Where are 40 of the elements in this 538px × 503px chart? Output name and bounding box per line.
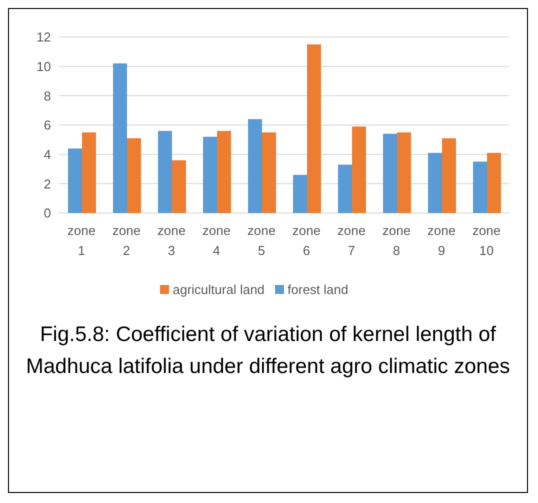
x-tick-label: zone 9 [427, 223, 456, 258]
legend-label: agricultural land [172, 282, 265, 297]
bar [442, 138, 456, 213]
bar [172, 160, 186, 213]
x-tick-label: zone 2 [112, 223, 141, 258]
bar [338, 164, 352, 213]
y-tick-label: 0 [44, 206, 51, 221]
bar [217, 130, 231, 213]
bar [307, 44, 321, 213]
y-tick-label: 6 [44, 118, 51, 133]
bar [113, 63, 127, 213]
x-tick-label: zone 8 [382, 223, 411, 258]
y-tick-label: 8 [44, 88, 51, 104]
x-tick-label: zone 3 [157, 223, 186, 258]
y-tick-label: 12 [36, 30, 51, 45]
bar [127, 138, 141, 213]
text: Fig.5.8: Coefficient of variation of kernel length of Madhuca latifolia under different agro climatic zones [24, 322, 512, 380]
y-tick-label: 10 [36, 58, 51, 74]
x-tick-label: zone 10 [472, 223, 501, 258]
bar [473, 162, 487, 213]
bar [428, 152, 442, 213]
legend-label: forest land [288, 282, 348, 297]
bar [158, 130, 172, 213]
x-tick-label: zone 5 [247, 223, 276, 258]
x-tick-label: zone 7 [337, 223, 366, 258]
x-tick-label: zone 1 [67, 223, 96, 258]
x-tick-label: zone 4 [202, 223, 231, 258]
x-tick-label: zone 6 [292, 223, 321, 258]
bar [293, 174, 307, 213]
bar [487, 152, 501, 213]
bar [352, 126, 366, 213]
bar [82, 132, 96, 213]
y-tick-label: 4 [44, 146, 51, 162]
bar [397, 132, 411, 213]
bar [262, 132, 276, 213]
y-tick-label: 2 [44, 176, 51, 192]
bar [68, 148, 82, 213]
bar [248, 119, 262, 213]
bar [383, 134, 397, 213]
bar [203, 136, 217, 213]
